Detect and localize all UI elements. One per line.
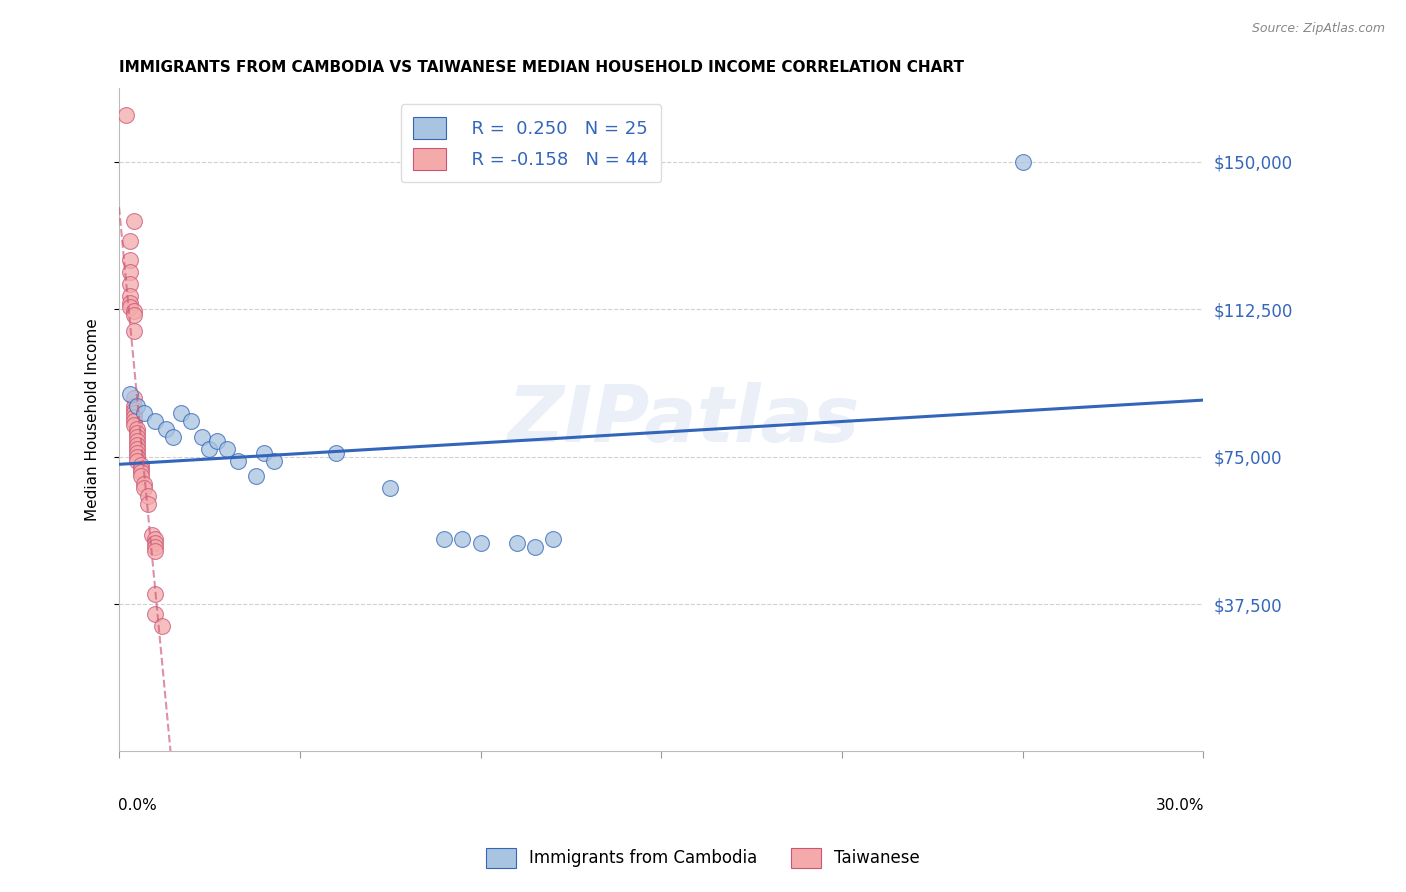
Point [118,265,141,279]
Point [134,407,156,421]
Point [118,301,141,315]
Point [191,430,214,444]
Point [122,407,145,421]
Point [118,253,141,268]
Point [205,434,228,448]
Point [143,544,166,558]
Point [118,288,141,302]
Point [143,414,166,428]
Point [129,461,152,475]
Point [122,414,145,428]
Point [129,466,152,480]
Point [169,407,191,421]
Point [228,453,250,467]
Point [143,533,166,547]
Point [129,458,152,472]
Point [198,442,221,456]
Point [122,410,145,425]
Point [155,422,177,436]
Text: IMMIGRANTS FROM CAMBODIA VS TAIWANESE MEDIAN HOUSEHOLD INCOME CORRELATION CHART: IMMIGRANTS FROM CAMBODIA VS TAIWANESE ME… [120,60,965,75]
Point [433,533,456,547]
Text: Source: ZipAtlas.com: Source: ZipAtlas.com [1251,22,1385,36]
Point [118,234,141,248]
Point [136,497,159,511]
Point [122,214,145,228]
Point [127,399,149,413]
Point [523,540,546,554]
Point [127,442,149,456]
Point [143,540,166,554]
Point [378,481,401,495]
Point [180,414,202,428]
Point [245,469,267,483]
Point [129,469,152,483]
Point [122,399,145,413]
Point [127,434,149,448]
Point [505,536,527,550]
Point [143,536,166,550]
Point [253,446,276,460]
Point [122,324,145,338]
Point [470,536,492,550]
Text: ZIPatlas: ZIPatlas [506,382,859,458]
Point [122,391,145,405]
Point [115,108,138,122]
Text: 0.0%: 0.0% [118,798,156,813]
Point [1011,155,1033,169]
Point [134,481,156,495]
Point [263,453,285,467]
Point [141,528,163,542]
Point [134,477,156,491]
Point [162,430,184,444]
Point [127,430,149,444]
Point [152,618,174,632]
Point [217,442,239,456]
Point [127,446,149,460]
Point [127,450,149,464]
Point [122,308,145,322]
Point [127,422,149,436]
Text: 30.0%: 30.0% [1156,798,1205,813]
Legend: Immigrants from Cambodia, Taiwanese: Immigrants from Cambodia, Taiwanese [479,841,927,875]
Y-axis label: Median Household Income: Median Household Income [86,318,100,521]
Point [541,533,564,547]
Point [136,489,159,503]
Point [325,446,347,460]
Point [122,418,145,433]
Point [127,426,149,441]
Point [143,607,166,621]
Point [127,453,149,467]
Point [451,533,474,547]
Point [118,277,141,291]
Point [118,387,141,401]
Point [122,304,145,318]
Legend:   R =  0.250   N = 25,   R = -0.158   N = 44: R = 0.250 N = 25, R = -0.158 N = 44 [401,104,661,182]
Point [122,402,145,417]
Point [143,587,166,601]
Point [118,296,141,310]
Point [127,438,149,452]
